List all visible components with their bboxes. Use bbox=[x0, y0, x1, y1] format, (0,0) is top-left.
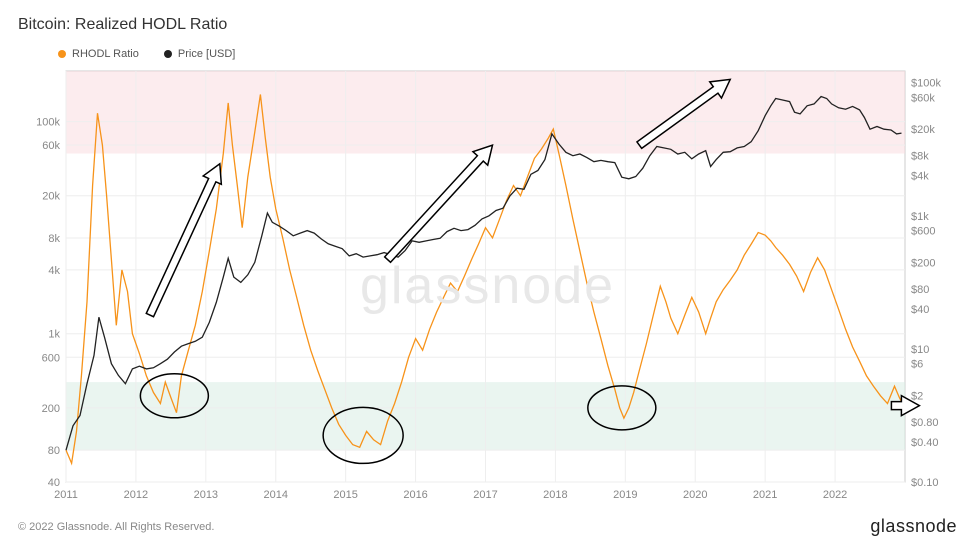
svg-text:2020: 2020 bbox=[683, 489, 707, 501]
svg-text:$40: $40 bbox=[911, 304, 929, 316]
svg-text:$6: $6 bbox=[911, 359, 923, 371]
svg-text:20k: 20k bbox=[42, 191, 60, 203]
svg-text:2021: 2021 bbox=[753, 489, 777, 501]
svg-text:8k: 8k bbox=[48, 233, 60, 245]
svg-text:2012: 2012 bbox=[124, 489, 148, 501]
svg-text:2022: 2022 bbox=[823, 489, 847, 501]
svg-text:60k: 60k bbox=[42, 140, 60, 152]
legend: RHODL Ratio Price [USD] bbox=[58, 48, 957, 61]
svg-text:200: 200 bbox=[42, 403, 60, 415]
legend-label-price: Price [USD] bbox=[178, 48, 235, 60]
brand-logo: glassnode bbox=[870, 516, 957, 537]
svg-text:2016: 2016 bbox=[403, 489, 427, 501]
chart-title: Bitcoin: Realized HODL Ratio bbox=[18, 16, 957, 34]
svg-text:2013: 2013 bbox=[194, 489, 218, 501]
legend-dot-rhodl bbox=[58, 50, 66, 58]
svg-text:$10: $10 bbox=[911, 344, 929, 356]
svg-text:1k: 1k bbox=[48, 329, 60, 341]
svg-text:$0.40: $0.40 bbox=[911, 437, 939, 449]
svg-text:2017: 2017 bbox=[473, 489, 497, 501]
svg-text:$4k: $4k bbox=[911, 171, 929, 183]
svg-text:$1k: $1k bbox=[911, 211, 929, 223]
svg-text:2018: 2018 bbox=[543, 489, 567, 501]
svg-text:$20k: $20k bbox=[911, 124, 935, 136]
svg-text:$2: $2 bbox=[911, 390, 923, 402]
svg-text:$100k: $100k bbox=[911, 78, 941, 90]
svg-text:600: 600 bbox=[42, 352, 60, 364]
copyright-text: © 2022 Glassnode. All Rights Reserved. bbox=[18, 521, 214, 533]
svg-text:$600: $600 bbox=[911, 226, 935, 238]
svg-text:40: 40 bbox=[48, 477, 60, 489]
svg-text:80: 80 bbox=[48, 445, 60, 457]
svg-text:100k: 100k bbox=[36, 117, 60, 129]
legend-item-rhodl: RHODL Ratio bbox=[58, 48, 139, 60]
svg-text:$80: $80 bbox=[911, 284, 929, 296]
svg-text:$200: $200 bbox=[911, 257, 935, 269]
chart-area: glassnode 201120122013201420152016201720… bbox=[18, 65, 957, 506]
legend-label-rhodl: RHODL Ratio bbox=[72, 48, 139, 60]
legend-item-price: Price [USD] bbox=[164, 48, 235, 60]
svg-text:2019: 2019 bbox=[613, 489, 637, 501]
svg-text:4k: 4k bbox=[48, 265, 60, 277]
svg-text:2014: 2014 bbox=[264, 489, 288, 501]
svg-text:$8k: $8k bbox=[911, 151, 929, 163]
svg-text:2015: 2015 bbox=[333, 489, 357, 501]
svg-text:2011: 2011 bbox=[54, 489, 78, 501]
svg-text:$0.10: $0.10 bbox=[911, 477, 939, 489]
chart-svg: 2011 2012 2013 2014 2015 2016 2017 2018 2019 2020… bbox=[18, 65, 957, 506]
legend-dot-price bbox=[164, 50, 172, 58]
svg-text:$60k: $60k bbox=[911, 92, 935, 104]
svg-text:$0.80: $0.80 bbox=[911, 417, 939, 429]
